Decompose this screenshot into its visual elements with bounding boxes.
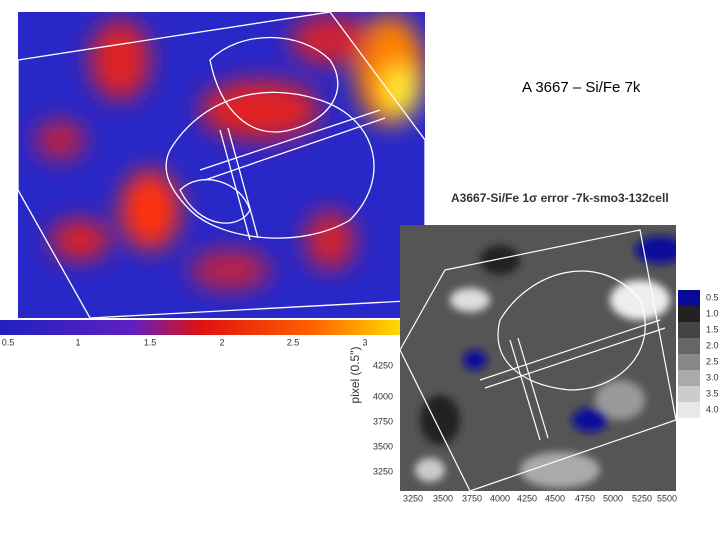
x-tick-label: 5000 xyxy=(603,493,623,503)
x-tick-label: 3250 xyxy=(403,493,423,503)
legend-label: 1.5 xyxy=(706,324,719,334)
x-tick-label: 4000 xyxy=(490,493,510,503)
colorbar-tick-label: 2 xyxy=(219,337,224,347)
x-tick-label: 3750 xyxy=(462,493,482,503)
legend-label: 0.5 xyxy=(706,292,719,302)
y-axis-label: pixel (0.5") xyxy=(348,347,362,404)
legend-label: 3.0 xyxy=(706,372,719,382)
legend-label: 4.0 xyxy=(706,404,719,414)
y-tick-label: 3750 xyxy=(373,416,393,426)
error-map xyxy=(400,225,676,491)
x-tick-label: 5500 xyxy=(657,493,677,503)
legend-swatch xyxy=(678,354,700,370)
legend-label: 2.5 xyxy=(706,356,719,366)
legend-label: 1.0 xyxy=(706,308,719,318)
legend-swatch xyxy=(678,386,700,402)
colorbar-tick-label: 0.5 xyxy=(2,337,15,347)
legend-swatch xyxy=(678,338,700,354)
legend: 0.5 1.0 1.5 2.0 2.5 3.0 3.5 4.0 xyxy=(678,290,719,418)
slide-title: A 3667 – Si/Fe 7k xyxy=(522,79,641,96)
x-tick-label: 4750 xyxy=(575,493,595,503)
legend-swatch xyxy=(678,402,700,418)
legend-swatch xyxy=(678,322,700,338)
x-tick-label: 3500 xyxy=(433,493,453,503)
legend-label: 3.5 xyxy=(706,388,719,398)
colorbar xyxy=(0,320,445,335)
colorbar-tick-label: 1.5 xyxy=(144,337,157,347)
colorbar-tick-label: 2.5 xyxy=(287,337,300,347)
x-tick-label: 4500 xyxy=(545,493,565,503)
legend-label: 2.0 xyxy=(706,340,719,350)
y-tick-label: 4000 xyxy=(373,391,393,401)
si-fe-map xyxy=(18,12,425,318)
y-tick-label: 3250 xyxy=(373,466,393,476)
error-map-axes: 4250 4000 3750 3500 3250 3250 3500 3750 4000 4250… xyxy=(373,360,677,503)
colorbar-tick-label: 3 xyxy=(362,337,367,347)
colorbar-tick-label: 1 xyxy=(75,337,80,347)
legend-swatch xyxy=(678,306,700,322)
legend-swatch xyxy=(678,290,700,306)
legend-swatch xyxy=(678,370,700,386)
x-tick-label: 4250 xyxy=(517,493,537,503)
colorbar-ticks: 0.511.522.533.5 xyxy=(2,337,444,347)
x-tick-label: 5250 xyxy=(632,493,652,503)
y-tick-label: 4250 xyxy=(373,360,393,370)
error-map-title: A3667-Si/Fe 1σ error -7k-smo3-132cell xyxy=(451,191,669,205)
y-tick-label: 3500 xyxy=(373,441,393,451)
